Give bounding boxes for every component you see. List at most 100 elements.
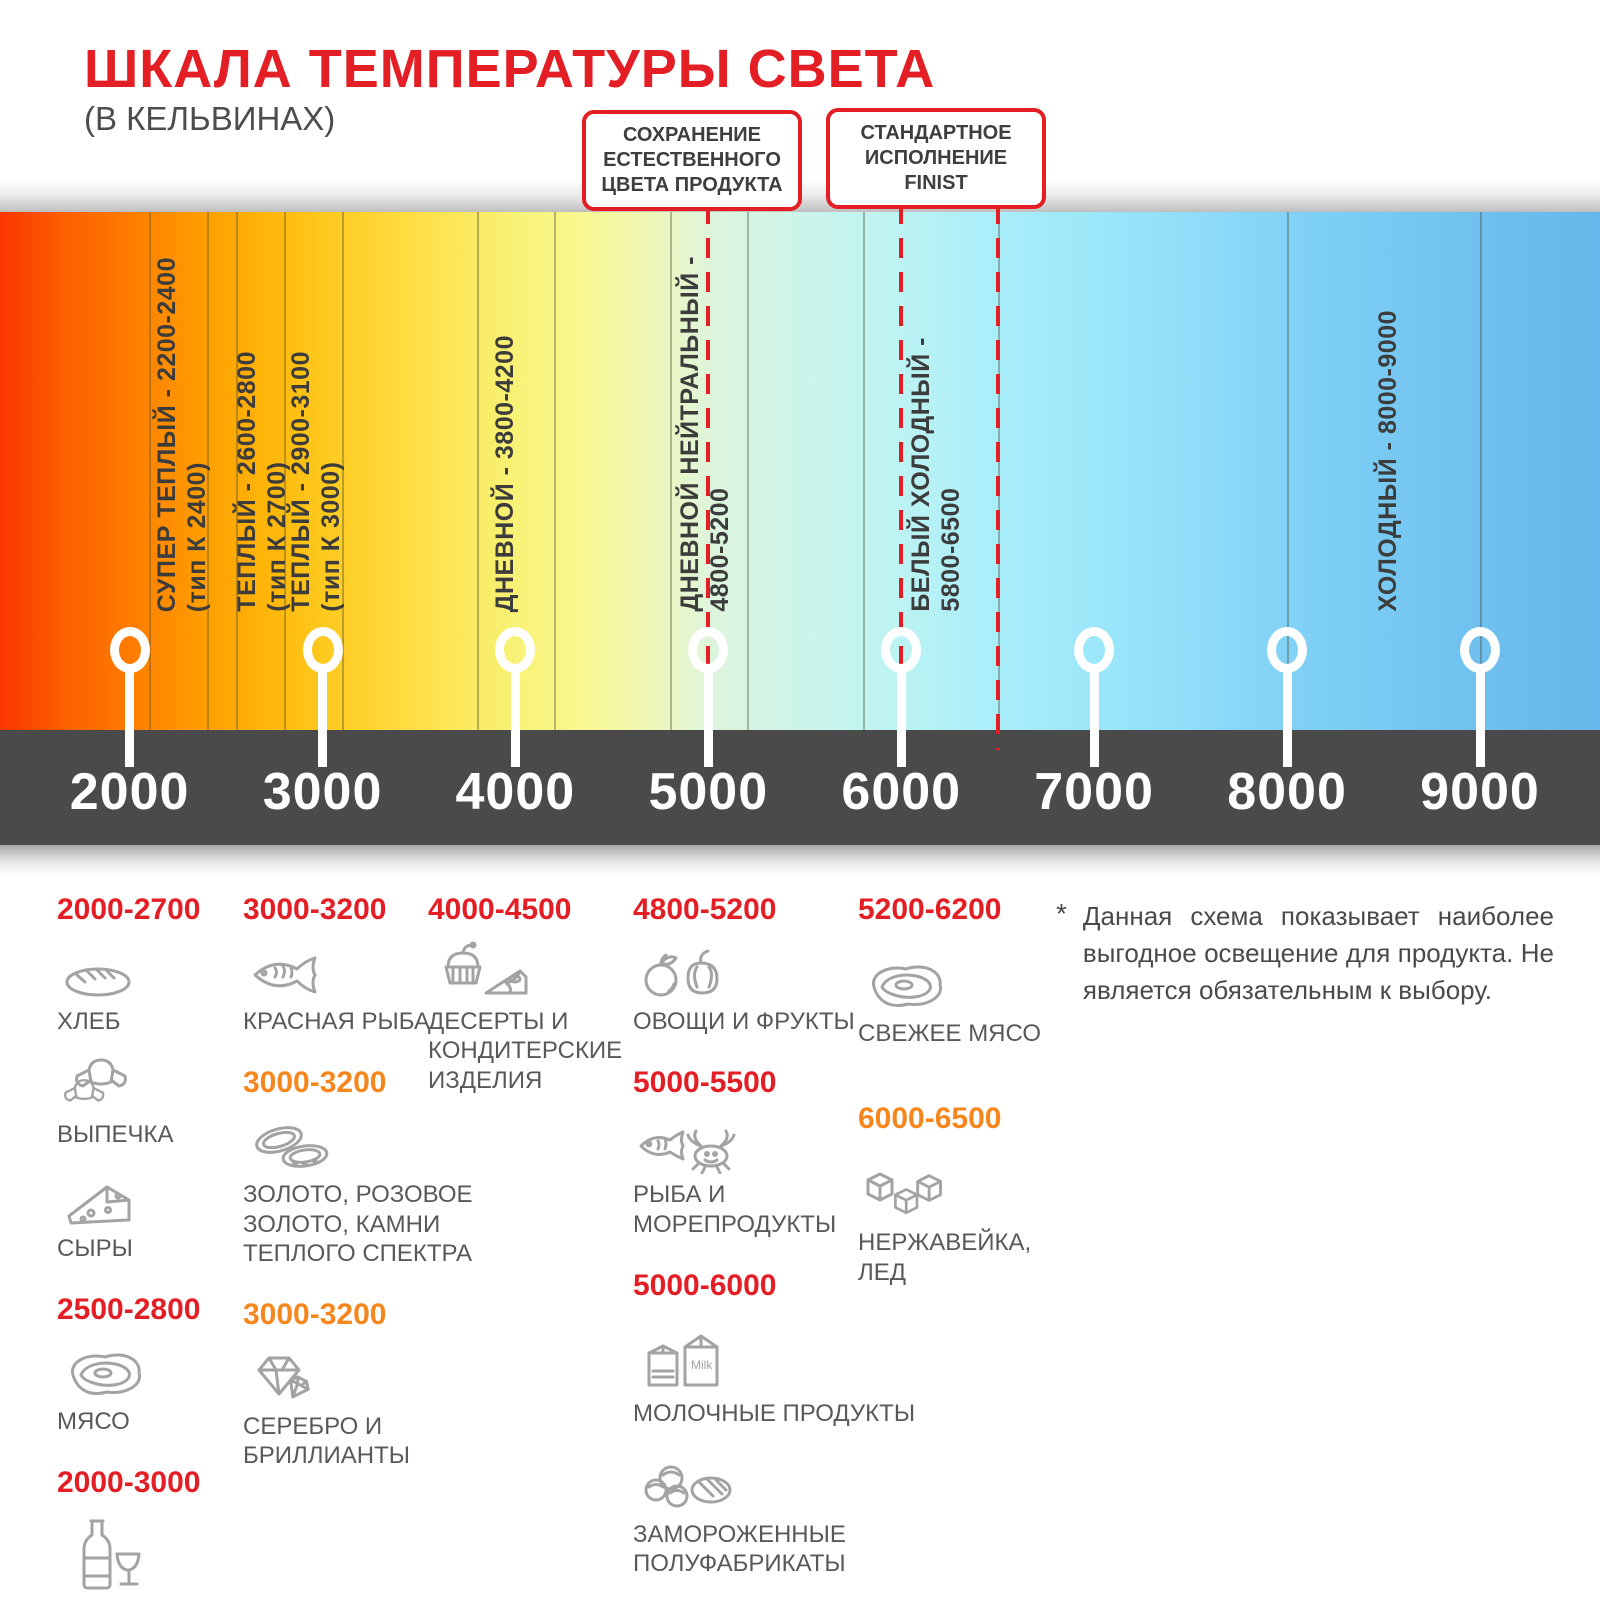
zone-boundary-line xyxy=(554,212,557,730)
footnote: * Данная схема показывает наиболее выгод… xyxy=(1056,898,1554,1009)
product-label: МОЛОЧНЫЕ ПРОДУКТЫ xyxy=(633,1399,916,1427)
scale-pin-8000 xyxy=(1267,627,1308,767)
scale-pin-6000 xyxy=(881,627,922,767)
zone-boundary-line xyxy=(206,212,209,730)
desserts-icon xyxy=(432,939,646,1001)
axis-tick: 2000 xyxy=(69,763,190,821)
callout-line: СТАНДАРТНОЕ xyxy=(860,122,1012,144)
diamonds-icon xyxy=(247,1344,481,1406)
zone-label-daylight-neutral: ДНЕВНОЙ НЕЙТРАЛЬНЫЙ -4800-5200 xyxy=(676,256,735,612)
zone-boundary-line xyxy=(476,212,479,730)
product-label: МЯСО xyxy=(57,1407,130,1435)
ice-cubes-icon xyxy=(862,1160,1066,1222)
product-label: КРАСНАЯ РЫБА xyxy=(243,1008,431,1035)
range-badge: 3000-3200 xyxy=(243,1298,387,1332)
zone-boundary-line xyxy=(235,212,238,730)
product-label: ЗОЛОТО, РОЗОВОЕ ЗОЛОТО, КАМНИ ТЕПЛОГО СП… xyxy=(243,1181,473,1267)
product-item: ХЛЕБ xyxy=(57,939,239,1036)
range-badge: 3000-3200 xyxy=(243,893,387,926)
product-item: СЫРЫ xyxy=(57,1166,239,1263)
callout-natural-color: СОХРАНЕНИЕ ЕСТЕСТВЕННОГО ЦВЕТА ПРОДУКТА xyxy=(582,110,802,211)
product-label: НЕРЖАВЕЙКА, ЛЕД xyxy=(858,1229,1032,1286)
scale-pin-3000 xyxy=(302,627,343,767)
zone-boundary-line xyxy=(669,212,672,730)
callout-finist-standard: СТАНДАРТНОЕ ИСПОЛНЕНИЕ FINIST xyxy=(826,108,1046,209)
category-column-1: 2000-2700 ХЛЕБ ВЫПЕЧКА xyxy=(57,893,239,1600)
bottom-shadow-band xyxy=(0,845,1600,875)
product-label: СВЕЖЕЕ МЯСО xyxy=(858,1020,1041,1047)
product-label: ОВОЩИ И ФРУКТЫ xyxy=(633,1008,855,1035)
callout-line: ЕСТЕСТВЕННОГО xyxy=(603,149,781,171)
product-label: ЗАМОРОЖЕННЫЕ ПОЛУФАБРИКАТЫ xyxy=(633,1521,846,1578)
scale-pin-2000 xyxy=(109,627,150,767)
axis-tick: 8000 xyxy=(1227,763,1347,821)
zone-boundary-line xyxy=(148,212,151,730)
milk-cartons-icon: Milk xyxy=(637,1315,895,1393)
category-column-2: 3000-3200 КРАСНАЯ РЫБА 3000-3200 ЗОЛОТО,… xyxy=(243,893,481,1487)
product-item: СЕРЕБРО И БРИЛЛИАНТЫ xyxy=(243,1344,481,1471)
zone-label-daylight: ДНЕВНОЙ - 3800-4200 xyxy=(490,334,519,612)
kelvin-scale: СУПЕР ТЕПЛЫЙ - 2200-2400 (тип К 2400) ТЕП… xyxy=(0,212,1600,845)
category-column-4: 4800-5200 ОВОЩИ И ФРУКТЫ 5000-5500 РЫБА … xyxy=(633,893,916,1595)
axis-tick: 3000 xyxy=(262,763,383,821)
range-badge: 2000-3000 xyxy=(57,1466,201,1500)
range-badge: 6000-6500 xyxy=(858,1102,1002,1136)
axis-tick: 6000 xyxy=(841,763,962,821)
croissant-icon xyxy=(61,1052,239,1114)
product-item: Milk МОЛОЧНЫЕ ПРОДУКТЫ xyxy=(633,1315,916,1428)
axis-tick: 4000 xyxy=(455,763,576,821)
zone-label-cold: ХОЛОДНЫЙ - 8000-9000 xyxy=(1373,310,1402,612)
axis-tick: 7000 xyxy=(1034,763,1154,821)
callout-line: СОХРАНЕНИЕ xyxy=(622,124,762,146)
page-subtitle: (В КЕЛЬВИНАХ) xyxy=(84,100,336,137)
product-item: НЕРЖАВЕЙКА, ЛЕД xyxy=(858,1160,1066,1287)
callout-line: FINIST xyxy=(904,172,968,194)
product-label: ВЫПЕЧКА xyxy=(57,1121,174,1149)
product-label: ДЕСЕРТЫ И КОНДИТЕРСКИЕ ИЗДЕЛИЯ xyxy=(428,1008,623,1094)
footnote-asterisk: * xyxy=(1056,898,1067,929)
fresh-meat-icon xyxy=(862,951,1066,1013)
product-label: СЕРЕБРО И БРИЛЛИАНТЫ xyxy=(243,1413,411,1470)
product-item: КРАСНАЯ РЫБА xyxy=(243,939,481,1036)
zone-label-warm-2700: ТЕПЛЫЙ - 2600-2800 (тип К 2700) xyxy=(233,351,291,612)
callout-line: ИСПОЛНЕНИЕ xyxy=(864,147,1008,169)
zone-boundary-line xyxy=(747,212,750,730)
zone-boundary-line xyxy=(284,212,286,730)
vegetables-fruits-icon xyxy=(637,939,895,1001)
zone-boundary-line xyxy=(341,212,344,730)
product-item: ЗАМОРОЖЕННЫЕ ПОЛУФАБРИКАТЫ xyxy=(633,1444,895,1579)
alcohol-bottle-glass-icon xyxy=(61,1512,239,1598)
zone-label-warm-3000: ТЕПЛЫЙ - 2900-3100 (тип К 3000) xyxy=(287,351,346,612)
product-item: ОВОЩИ И ФРУКТЫ xyxy=(633,939,895,1036)
kelvin-axis-bar: 2000 3000 4000 5000 6000 7000 8000 9000 xyxy=(0,730,1600,845)
scale-pin-4000 xyxy=(495,627,536,767)
fish-crab-icon xyxy=(637,1112,895,1175)
zone-boundary-line xyxy=(1480,212,1482,730)
cheese-icon xyxy=(61,1166,239,1228)
zone-label-super-warm: СУПЕР ТЕПЛЫЙ - 2200-2400 (тип К 2400) xyxy=(153,256,211,612)
product-item: ЗОЛОТО, РОЗОВОЕ ЗОЛОТО, КАМНИ ТЕПЛОГО СП… xyxy=(243,1112,481,1268)
product-item: МЯСО xyxy=(57,1339,239,1436)
scale-pin-9000 xyxy=(1460,627,1500,767)
range-badge: 5200-6200 xyxy=(858,893,1002,926)
footnote-text: Данная схема показывает наиболее выгодно… xyxy=(1082,901,1554,1005)
page-title: ШКАЛА ТЕМПЕРАТУРЫ СВЕТА xyxy=(84,39,936,99)
meat-steak-icon xyxy=(61,1339,239,1401)
svg-text:Milk: Milk xyxy=(691,1358,713,1372)
zone-label-cold-white: БЕЛЫЙ ХОЛОДНЫЙ -5800-6500 xyxy=(906,337,965,612)
callout-pointer-dashed-line-6500 xyxy=(995,204,1000,750)
product-label: РЫБА И МОРЕПРОДУКТЫ xyxy=(633,1181,837,1238)
category-column-5: 5200-6200 СВЕЖЕЕ МЯСО 6000-6500 НЕРЖАВЕЙ… xyxy=(858,893,1066,1303)
scale-pin-7000 xyxy=(1074,627,1115,767)
scale-pin-5000 xyxy=(688,627,729,767)
range-badge: 5000-6000 xyxy=(633,1268,777,1302)
product-item: ВЫПЕЧКА xyxy=(57,1052,239,1149)
range-badge: 4800-5200 xyxy=(633,893,777,926)
category-column-3: 4000-4500 ДЕСЕРТЫ И КОНДИТЕРСКИЕ ИЗДЕЛИЯ xyxy=(428,893,646,1111)
product-item: АКОГОЛЬ xyxy=(57,1512,239,1600)
range-badge: 2000-2700 xyxy=(57,893,201,926)
fish-icon xyxy=(247,939,481,1001)
range-badge: 3000-3200 xyxy=(243,1066,387,1100)
range-badge: 2500-2800 xyxy=(57,1292,201,1326)
